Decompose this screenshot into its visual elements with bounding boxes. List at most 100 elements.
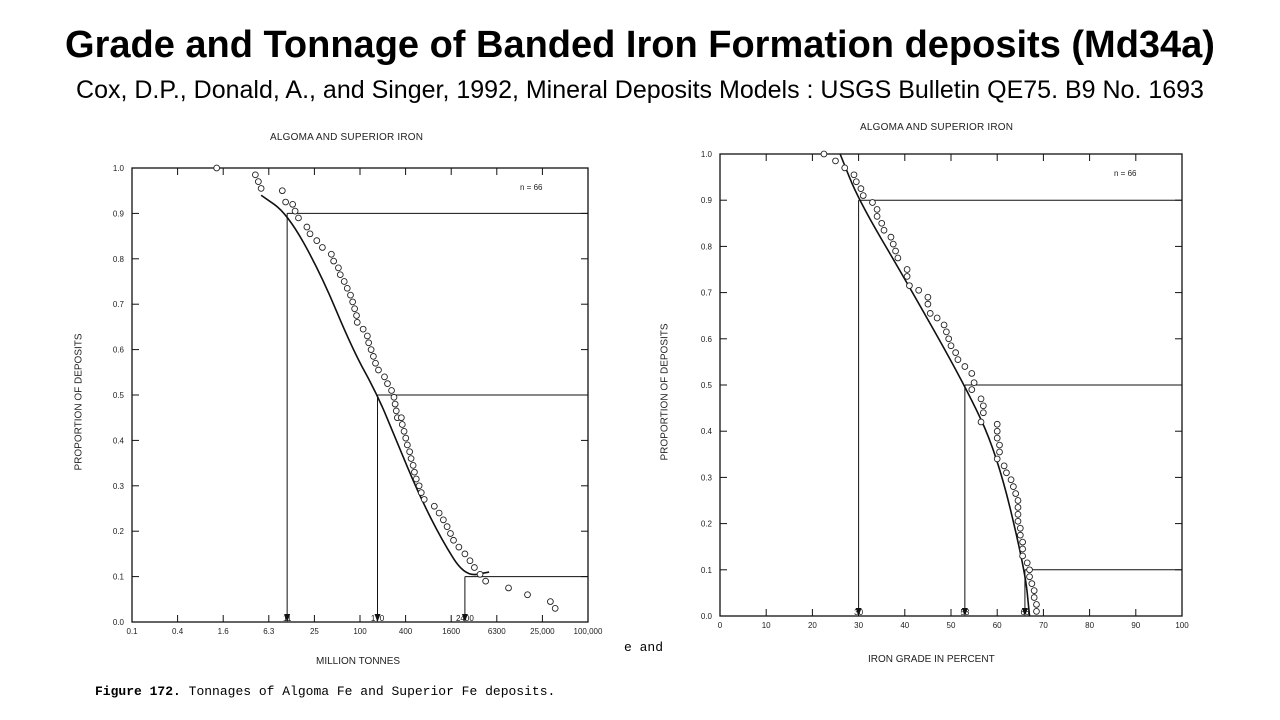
y-tick-label: 0.5 bbox=[701, 381, 713, 390]
data-point bbox=[255, 178, 262, 185]
data-point bbox=[381, 373, 388, 381]
data-point bbox=[372, 359, 379, 367]
arrow-head bbox=[374, 614, 381, 622]
y-tick-label: 0.7 bbox=[701, 289, 713, 298]
data-point bbox=[996, 441, 1003, 449]
data-point bbox=[252, 171, 259, 179]
data-point bbox=[353, 312, 360, 319]
data-point bbox=[367, 346, 375, 353]
data-point bbox=[447, 530, 454, 537]
data-point bbox=[993, 434, 1001, 442]
x-tick-label: 0 bbox=[718, 621, 723, 630]
data-point bbox=[340, 278, 348, 285]
data-point bbox=[880, 226, 888, 234]
data-point bbox=[857, 185, 865, 193]
data-point bbox=[306, 230, 314, 238]
y-tick-label: 0.2 bbox=[113, 527, 125, 536]
data-point bbox=[336, 271, 344, 279]
data-point bbox=[257, 185, 265, 192]
data-point bbox=[945, 335, 953, 343]
data-point bbox=[455, 543, 463, 551]
data-point bbox=[476, 570, 484, 578]
y-tick-label: 0.4 bbox=[701, 427, 713, 436]
x-tick-label: 100 bbox=[1175, 621, 1189, 630]
y-tick-label: 0.7 bbox=[113, 300, 125, 309]
x-tick-label: 25,000 bbox=[530, 627, 555, 636]
percentile-value-label: 2400 bbox=[456, 614, 474, 623]
data-point bbox=[903, 266, 911, 273]
data-point bbox=[409, 462, 417, 469]
y-tick-label: 0.2 bbox=[701, 520, 713, 529]
data-point bbox=[970, 379, 978, 387]
data-point bbox=[1026, 573, 1033, 581]
data-point bbox=[402, 434, 410, 442]
data-point bbox=[417, 489, 425, 496]
data-point bbox=[878, 219, 886, 227]
slide-title: Grade and Tonnage of Banded Iron Formati… bbox=[65, 24, 1215, 66]
x-tick-label: 100,000 bbox=[574, 627, 603, 636]
data-point bbox=[977, 418, 985, 426]
x-tick-label: 0.1 bbox=[126, 627, 138, 636]
data-point bbox=[440, 516, 447, 524]
x-tick-label: 1.6 bbox=[218, 627, 230, 636]
data-point bbox=[443, 523, 451, 531]
data-point bbox=[873, 206, 881, 213]
fitted-curve bbox=[260, 194, 490, 576]
percentile-value-label: 66 bbox=[1020, 608, 1029, 617]
data-point bbox=[328, 250, 335, 258]
y-tick-label: 1.0 bbox=[701, 150, 713, 159]
x-tick-label: 60 bbox=[993, 621, 1002, 630]
data-point bbox=[968, 370, 976, 377]
data-point bbox=[852, 178, 860, 186]
x-tick-label: 20 bbox=[808, 621, 817, 630]
data-point bbox=[1030, 587, 1038, 594]
x-tick-label: 6.3 bbox=[263, 627, 275, 636]
data-point bbox=[335, 264, 342, 272]
figure-number: Figure 172. bbox=[95, 684, 181, 699]
data-point bbox=[482, 577, 489, 585]
grade-x-axis-label: IRON GRADE IN PERCENT bbox=[868, 654, 995, 665]
percentile-value-label: 170 bbox=[371, 614, 385, 623]
data-point bbox=[370, 353, 377, 360]
data-point bbox=[873, 213, 881, 220]
data-point bbox=[1012, 490, 1020, 497]
data-point bbox=[832, 157, 839, 165]
data-point bbox=[388, 387, 395, 394]
data-point bbox=[450, 536, 457, 544]
data-point bbox=[295, 214, 302, 222]
data-point bbox=[954, 356, 962, 363]
data-point bbox=[313, 237, 321, 244]
data-point bbox=[1016, 524, 1024, 532]
y-tick-label: 0.3 bbox=[113, 482, 125, 491]
data-point bbox=[820, 150, 828, 158]
data-point bbox=[390, 393, 398, 401]
data-point bbox=[398, 421, 406, 428]
tonnage-y-axis-label: PROPORTION OF DEPOSITS bbox=[73, 333, 85, 471]
slide-subtitle: Cox, D.P., Donald, A., and Singer, 1992,… bbox=[76, 76, 1204, 104]
percentile-value-label: 53 bbox=[960, 608, 969, 617]
data-point bbox=[359, 325, 367, 333]
arrow-head bbox=[284, 614, 291, 622]
arrow-head bbox=[961, 608, 968, 616]
data-point bbox=[1026, 566, 1033, 574]
data-point bbox=[466, 557, 474, 565]
x-tick-label: 400 bbox=[399, 627, 413, 636]
x-tick-label: 30 bbox=[854, 621, 863, 630]
x-tick-label: 6300 bbox=[488, 627, 506, 636]
data-point bbox=[889, 240, 897, 248]
y-tick-label: 0.0 bbox=[701, 612, 713, 621]
y-tick-label: 1.0 bbox=[113, 164, 125, 173]
x-tick-label: 25 bbox=[310, 627, 319, 636]
data-point bbox=[1023, 559, 1031, 567]
y-tick-label: 0.1 bbox=[113, 573, 125, 582]
data-point bbox=[435, 509, 443, 517]
data-point bbox=[351, 305, 358, 313]
data-point bbox=[349, 298, 356, 306]
data-point bbox=[1016, 531, 1024, 539]
data-point bbox=[1014, 517, 1022, 525]
arrow-head bbox=[855, 608, 862, 616]
data-point bbox=[1003, 469, 1010, 477]
data-point bbox=[943, 328, 950, 336]
data-point bbox=[993, 420, 1001, 428]
data-point bbox=[471, 564, 478, 571]
